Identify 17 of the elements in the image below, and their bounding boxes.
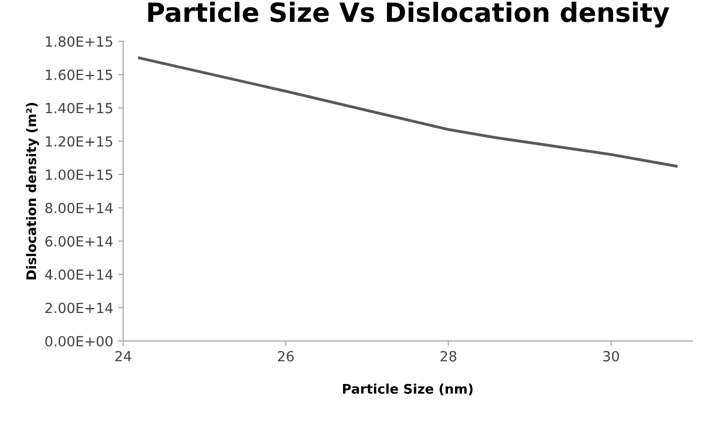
y-tick-label: 6.00E+14: [45, 236, 113, 247]
x-tick-label: 30: [603, 350, 619, 362]
x-tick-label: 28: [440, 350, 456, 362]
x-tick-label: 26: [278, 350, 294, 362]
y-tick-label: 4.00E+14: [45, 269, 113, 280]
y-tick-label: 1.80E+15: [46, 36, 112, 47]
y-tick-label: 2.00E+14: [45, 302, 113, 314]
y-axis-title: Dislocation density (m²): [26, 102, 39, 280]
y-tick-label: 8.00E+14: [45, 202, 113, 214]
y-tick-label: 0.00E+00: [45, 336, 113, 346]
y-tick-label: 1.00E+15: [46, 169, 112, 180]
y-tick-label: 1.60E+15: [46, 70, 112, 80]
y-tick-label: 1.40E+15: [46, 102, 112, 114]
x-axis-title: Particle Size (nm): [343, 384, 473, 396]
x-tick-label: 24: [115, 350, 132, 362]
y-tick-label: 1.20E+15: [46, 136, 112, 147]
chart-title: Particle Size Vs Dislocation density: [148, 2, 670, 28]
